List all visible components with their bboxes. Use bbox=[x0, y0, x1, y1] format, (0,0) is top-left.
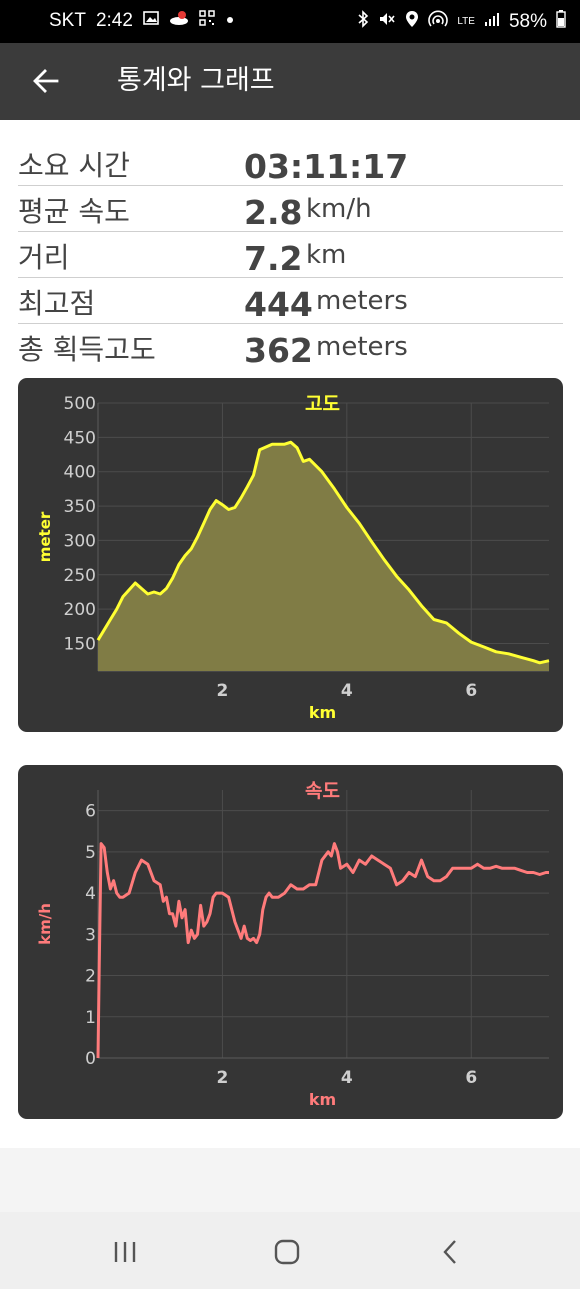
system-back-button[interactable] bbox=[430, 1236, 470, 1268]
page-title: 통계와 그래프 bbox=[117, 65, 275, 96]
y-tick-label: 250 bbox=[64, 566, 96, 586]
stat-row-max-elevation: 최고점 444 meters bbox=[18, 278, 563, 324]
battery-percent: 58% bbox=[508, 11, 547, 32]
stat-row-total-ascent: 총 획득고도 362 meters bbox=[18, 324, 563, 370]
x-tick-label: 2 bbox=[216, 681, 228, 701]
y-tick-label: 3 bbox=[85, 925, 96, 945]
stat-value: 2.8 bbox=[244, 193, 303, 232]
signal-icon bbox=[484, 11, 500, 33]
stat-unit: km/h bbox=[306, 194, 372, 224]
y-tick-label: 300 bbox=[64, 531, 96, 551]
y-tick-label: 150 bbox=[64, 635, 96, 655]
hotspot-icon bbox=[428, 10, 449, 34]
stat-value: 444 bbox=[244, 285, 313, 324]
status-bar: SKT 2:42 LTE 58% bbox=[0, 0, 580, 43]
elevation-chart: 2 4 6 150 200 250 300 350 400 450 500 고도 km meter bbox=[36, 393, 550, 722]
speed-series-line bbox=[96, 842, 549, 1059]
x-tick-label: 2 bbox=[216, 1068, 228, 1088]
y-tick-label: 400 bbox=[64, 463, 96, 483]
y-tick-label: 350 bbox=[64, 497, 96, 517]
stat-value: 03:11:17 bbox=[244, 147, 409, 186]
y-tick-label: 450 bbox=[64, 428, 96, 448]
stat-row-duration: 소요 시간 03:11:17 bbox=[18, 140, 563, 186]
y-tick-label: 5 bbox=[85, 843, 96, 863]
qr-icon bbox=[199, 10, 215, 32]
y-axis-title: km/h bbox=[36, 903, 54, 945]
stats-content: 소요 시간 03:11:17 평균 속도 2.8 km/h 거리 7.2 km … bbox=[0, 120, 580, 1148]
recent-apps-button[interactable] bbox=[105, 1236, 145, 1268]
stat-row-distance: 거리 7.2 km bbox=[18, 232, 563, 278]
recent-apps-icon bbox=[114, 1242, 136, 1262]
y-tick-label: 2 bbox=[85, 967, 96, 987]
bluetooth-icon bbox=[357, 10, 369, 34]
clock: 2:42 bbox=[95, 10, 133, 31]
system-nav-bar bbox=[0, 1212, 580, 1289]
stat-unit: km bbox=[306, 240, 347, 270]
home-icon bbox=[274, 1239, 300, 1265]
stat-unit: meters bbox=[316, 286, 408, 316]
stat-value: 7.2 bbox=[244, 239, 303, 278]
x-tick-label: 6 bbox=[465, 681, 477, 701]
y-tick-label: 4 bbox=[85, 884, 96, 904]
chart-title: 고도 bbox=[305, 393, 340, 415]
x-tick-label: 4 bbox=[341, 1068, 353, 1088]
stat-label: 거리 bbox=[18, 241, 70, 274]
network-type: LTE bbox=[457, 16, 475, 27]
chart-title: 속도 bbox=[305, 780, 340, 802]
home-button[interactable] bbox=[267, 1236, 307, 1268]
x-tick-label: 4 bbox=[341, 681, 353, 701]
elevation-chart-card: 2 4 6 150 200 250 300 350 400 450 500 고도 km meter bbox=[18, 378, 563, 732]
gallery-icon bbox=[143, 11, 159, 31]
stat-row-avg-speed: 평균 속도 2.8 km/h bbox=[18, 186, 563, 232]
speed-chart-card: 2 4 6 0 1 2 3 4 5 6 속도 km km/h bbox=[18, 765, 563, 1119]
elevation-series-line bbox=[96, 440, 550, 665]
location-icon bbox=[405, 10, 419, 34]
y-axis-title: meter bbox=[36, 511, 54, 562]
stats-summary: 소요 시간 03:11:17 평균 속도 2.8 km/h 거리 7.2 km … bbox=[18, 140, 563, 370]
stat-label: 소요 시간 bbox=[18, 149, 130, 182]
dot-icon bbox=[225, 11, 235, 31]
elevation-area-fill bbox=[98, 442, 549, 671]
notification-icon bbox=[169, 10, 189, 32]
x-axis-title: km bbox=[309, 1090, 336, 1109]
stat-label: 평균 속도 bbox=[18, 195, 130, 228]
x-tick-label: 6 bbox=[465, 1068, 477, 1088]
y-tick-label: 1 bbox=[85, 1008, 96, 1028]
stat-label: 총 획득고도 bbox=[18, 333, 156, 366]
stat-value: 362 bbox=[244, 331, 313, 370]
carrier-label: SKT bbox=[49, 10, 86, 31]
x-axis-title: km bbox=[309, 703, 336, 722]
back-button[interactable] bbox=[28, 63, 64, 99]
speed-chart: 2 4 6 0 1 2 3 4 5 6 속도 km km/h bbox=[36, 780, 549, 1109]
y-tick-label: 200 bbox=[64, 600, 96, 620]
stat-unit: meters bbox=[316, 332, 408, 362]
arrow-left-icon bbox=[33, 69, 59, 93]
back-chevron-icon bbox=[443, 1240, 456, 1264]
y-tick-label: 0 bbox=[85, 1049, 96, 1069]
battery-icon bbox=[556, 10, 566, 34]
y-tick-label: 500 bbox=[64, 394, 96, 414]
mute-icon bbox=[378, 10, 396, 34]
stat-label: 최고점 bbox=[18, 287, 96, 320]
y-tick-label: 6 bbox=[85, 802, 96, 822]
app-bar: 통계와 그래프 bbox=[0, 43, 580, 120]
